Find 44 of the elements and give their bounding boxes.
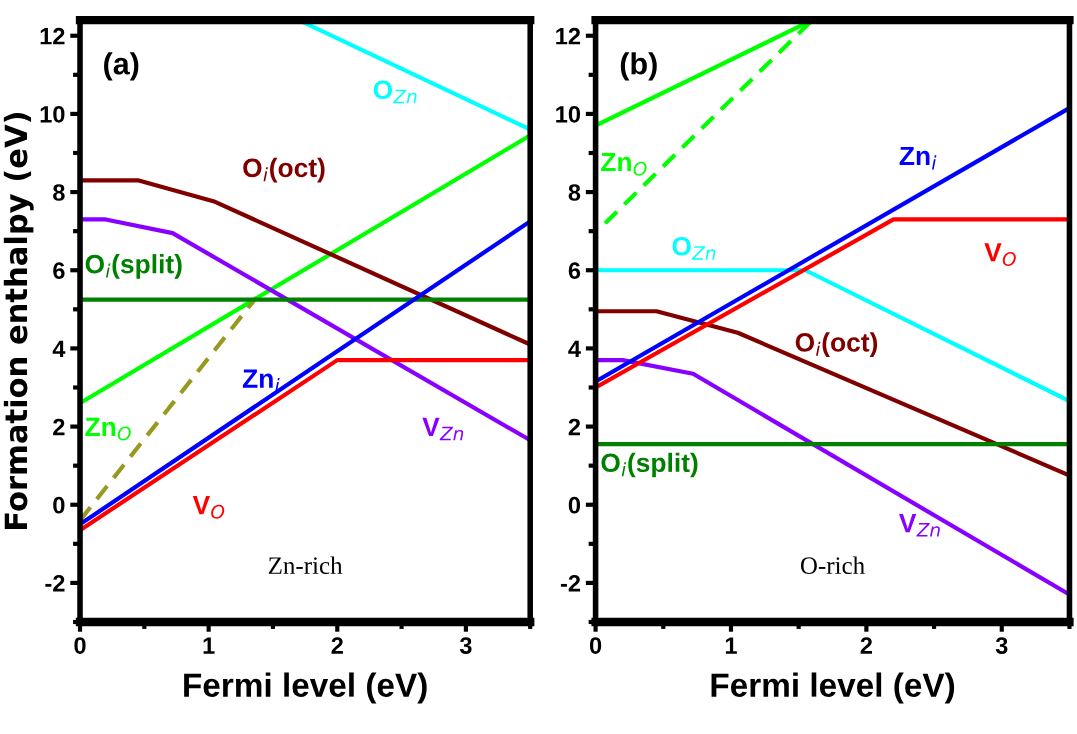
series-label: Zn$_{O}$: [85, 417, 131, 441]
y-tick-label: 8: [568, 184, 581, 201]
y-tick-label: 12: [556, 27, 581, 45]
series-label: O$_{i}$(oct): [243, 157, 325, 183]
y-tick-label: 10: [40, 105, 65, 123]
series-label: Zn$_{i}$: [899, 146, 937, 170]
y-tick-label: 10: [556, 105, 581, 123]
annotation: Zn-rich: [268, 556, 343, 575]
y-tick-label: 8: [53, 184, 65, 201]
y-tick-label: -2: [45, 574, 65, 592]
x-tick-label: 2: [331, 637, 343, 654]
series-label: O$_{i}$(oct): [795, 332, 878, 357]
series-label: O$_{Zn}$: [672, 236, 716, 260]
x-tick-label: 1: [725, 637, 737, 654]
x-tick-label: 3: [995, 637, 1008, 654]
x-tick-label: 2: [860, 637, 872, 654]
x-tick-label: 1: [203, 637, 215, 654]
series-label: Zn$_{O}$: [601, 152, 647, 176]
y-tick-label: 0: [53, 496, 65, 514]
y-axis-title: Formation enthalpy (eV): [3, 113, 34, 529]
y-tick-label: 2: [53, 418, 65, 436]
y-tick-label: 2: [568, 418, 581, 436]
y-tick-label: 4: [52, 340, 66, 357]
x-axis-title: Fermi level (eV): [184, 672, 427, 704]
series-label: O$_{Zn}$: [373, 80, 417, 104]
x-tick-label: 0: [589, 637, 602, 654]
x-tick-label: 3: [459, 637, 472, 654]
series-label: V$_{O}$: [192, 495, 225, 519]
series-label: O$_{i}$(split): [85, 254, 182, 279]
y-tick-label: 4: [568, 340, 581, 357]
series-label: O$_{i}$(split): [601, 452, 698, 478]
annotation: (b): [620, 52, 657, 81]
y-tick-label: 12: [40, 27, 65, 45]
series-label: V$_{O}$: [984, 243, 1016, 266]
annotation: O-rich: [800, 556, 865, 575]
series-label: V$_{Zn}$: [422, 417, 464, 441]
y-tick-label: 0: [568, 496, 581, 514]
x-axis-title: Fermi level (eV): [711, 672, 955, 704]
y-tick-label: 6: [568, 262, 581, 280]
y-tick-label: -2: [560, 574, 581, 592]
annotation: (a): [104, 52, 139, 81]
y-tick-label: 6: [53, 262, 65, 280]
series-label: V$_{Zn}$: [899, 514, 940, 537]
x-tick-label: 0: [74, 637, 86, 654]
